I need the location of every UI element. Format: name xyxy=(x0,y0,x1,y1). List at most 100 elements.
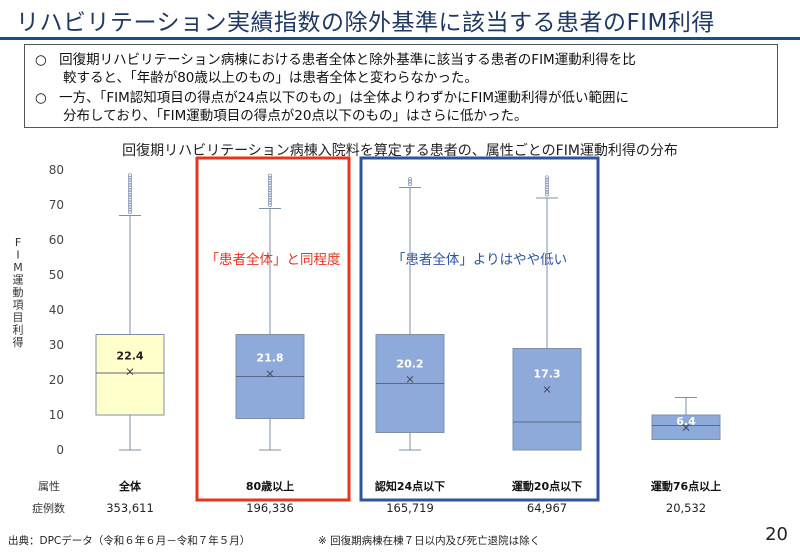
y-tick-label: 60 xyxy=(49,233,64,247)
outlier-point xyxy=(407,181,412,186)
case-count: 165,719 xyxy=(386,501,434,515)
y-tick-label: 20 xyxy=(49,373,64,387)
outlier-point xyxy=(267,200,272,205)
outlier-point xyxy=(267,183,272,188)
outlier-point xyxy=(267,185,272,190)
outlier-point xyxy=(407,179,412,184)
mean-label: 22.4 xyxy=(116,350,143,363)
outlier-point xyxy=(267,193,272,198)
category-label: 運動20点以下 xyxy=(512,479,582,493)
y-axis-label-char: 運 xyxy=(13,274,24,287)
footnote: ※ 回復期病棟在棟７日以内及び死亡退院は除く xyxy=(318,535,541,547)
summary-line-4: 分布しており、「FIM運動項目の得点が20点以下のもの」はさらに低かった。 xyxy=(63,108,528,124)
highlight-frame xyxy=(195,156,351,502)
category-label: 80歳以上 xyxy=(246,479,294,493)
outlier-point xyxy=(545,185,550,190)
case-count: 20,532 xyxy=(666,501,706,515)
y-tick-label: 70 xyxy=(49,198,64,212)
outlier-point xyxy=(127,190,132,195)
box-iqr xyxy=(512,348,582,451)
outlier-point xyxy=(545,190,550,195)
y-axis-label-char: 動 xyxy=(13,285,24,299)
outlier-point xyxy=(545,180,550,185)
y-tick-label: 80 xyxy=(49,163,64,177)
outlier-point xyxy=(545,182,550,187)
outlier-point xyxy=(267,176,272,181)
outlier-point xyxy=(545,177,550,182)
page-title: リハビリテーション実績指数の除外基準に該当する患者のFIM利得 xyxy=(16,10,715,36)
highlight-label: 「患者全体」よりはやや低い xyxy=(392,251,567,268)
outlier-point xyxy=(127,197,132,202)
highlight-frame xyxy=(359,156,600,502)
y-axis-label-char: M xyxy=(13,261,23,274)
outlier-point xyxy=(545,175,550,180)
case-count: 353,611 xyxy=(106,501,154,515)
outlier-point xyxy=(267,173,272,178)
chart-title: 回復期リハビリテーション病棟入院料を算定する患者の、属性ごとのFIM運動利得の分… xyxy=(122,143,678,159)
outlier-point xyxy=(267,178,272,183)
outlier-point xyxy=(127,209,132,214)
summary-line-2: 較すると、「年齢が80歳以上のもの」は患者全体と変わらなかった。 xyxy=(63,70,478,86)
outlier-point xyxy=(545,192,550,197)
y-tick-label: 0 xyxy=(56,443,64,457)
outlier-point xyxy=(127,205,132,210)
mean-label: 21.8 xyxy=(256,352,283,365)
outlier-point xyxy=(127,200,132,205)
outlier-point xyxy=(127,192,132,197)
outlier-point xyxy=(127,185,132,190)
mean-marker xyxy=(126,368,134,375)
outlier-point xyxy=(127,202,132,207)
box-iqr xyxy=(95,334,165,416)
page-number: 20 xyxy=(765,524,788,545)
bullet-1: ○ xyxy=(35,52,47,68)
mean-label: 17.3 xyxy=(533,367,560,380)
y-tick-label: 40 xyxy=(49,303,64,317)
outlier-point xyxy=(267,195,272,200)
outlier-point xyxy=(407,177,412,182)
y-axis-label-char: F xyxy=(15,236,21,249)
y-axis-label-char: 目 xyxy=(13,311,24,324)
outlier-point xyxy=(267,188,272,193)
title-underline xyxy=(0,37,800,40)
summary-text-1: 回復期リハビリテーション病棟における患者全体と除外基準に該当する患者のFIM運動… xyxy=(59,52,636,68)
outlier-point xyxy=(127,207,132,212)
outlier-point xyxy=(267,190,272,195)
mean-marker xyxy=(682,424,690,431)
category-label: 認知24点以下 xyxy=(375,479,445,493)
y-axis-label-char: 得 xyxy=(13,336,24,349)
y-tick-label: 10 xyxy=(49,408,64,422)
y-axis-label-char: I xyxy=(16,249,19,262)
outlier-point xyxy=(267,180,272,185)
outlier-point xyxy=(127,195,132,200)
y-tick-label: 30 xyxy=(49,338,64,352)
title-bar: リハビリテーション実績指数の除外基準に該当する患者のFIM利得 xyxy=(0,0,800,38)
outlier-point xyxy=(127,180,132,185)
outlier-point xyxy=(127,183,132,188)
summary-text-3: 一方、「FIM認知項目の得点が24点以下のもの」は全体よりわずかにFIM運動利得… xyxy=(59,90,630,106)
bullet-2: ○ xyxy=(35,90,47,106)
category-label: 全体 xyxy=(118,479,142,493)
cases-row-label: 症例数 xyxy=(32,501,65,515)
mean-marker xyxy=(543,386,551,393)
summary-box: ○ 回復期リハビリテーション病棟における患者全体と除外基準に該当する患者のFIM… xyxy=(24,44,778,128)
y-axis-label-char: 利 xyxy=(13,324,24,337)
category-label: 運動76点以上 xyxy=(651,479,721,493)
mean-label: 20.2 xyxy=(396,357,423,370)
outlier-point xyxy=(267,202,272,207)
outlier-point xyxy=(545,187,550,192)
mean-marker xyxy=(406,375,414,383)
outlier-point xyxy=(127,187,132,192)
mean-label: 6.4 xyxy=(676,415,696,428)
outlier-point xyxy=(127,175,132,180)
y-tick-label: 50 xyxy=(49,268,64,282)
outlier-point xyxy=(127,178,132,183)
case-count: 64,967 xyxy=(527,501,567,515)
y-axis-label-char: 項 xyxy=(13,299,24,312)
summary-line-3: ○ 一方、「FIM認知項目の得点が24点以下のもの」は全体よりわずかにFIM運動… xyxy=(35,89,629,107)
highlight-label: 「患者全体」と同程度 xyxy=(206,251,341,268)
outlier-point xyxy=(267,198,272,203)
case-count: 196,336 xyxy=(246,501,294,515)
summary-line-1: ○ 回復期リハビリテーション病棟における患者全体と除外基準に該当する患者のFIM… xyxy=(35,51,636,69)
source-note: 出典：DPCデータ（令和６年６月－令和７年５月） xyxy=(8,535,251,547)
